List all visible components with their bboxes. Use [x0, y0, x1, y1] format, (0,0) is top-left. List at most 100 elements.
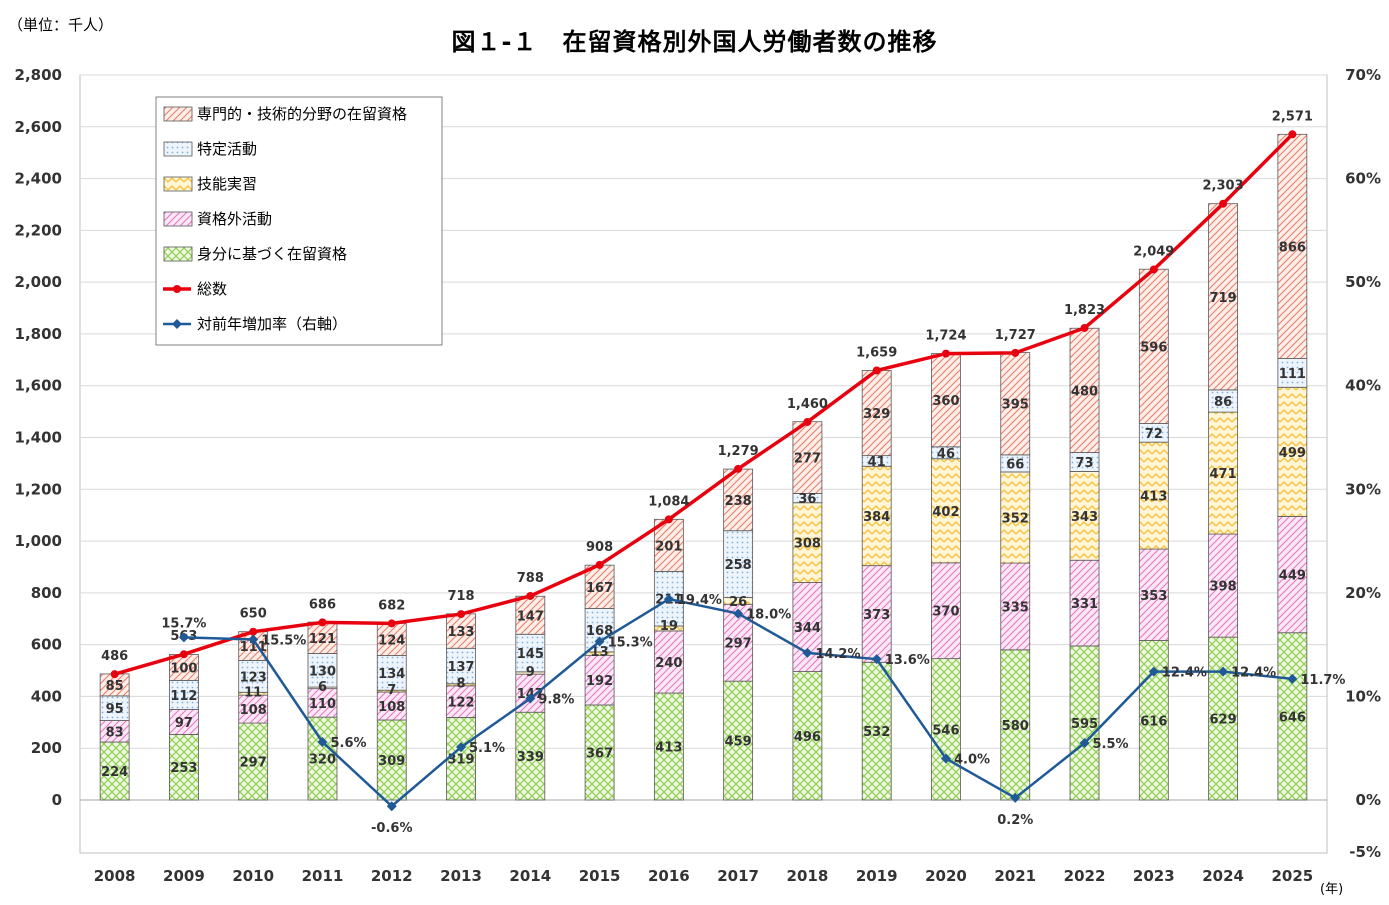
- rate-label: 5.1%: [469, 741, 505, 756]
- x-tick-label: 2009: [163, 867, 205, 885]
- segment-label: 73: [1075, 456, 1093, 471]
- legend-label: 身分に基づく在留資格: [197, 245, 347, 263]
- bar-segment: [1208, 411, 1238, 535]
- total-line-series: 4865636506866827187889081,0841,2791,4601…: [101, 109, 1313, 679]
- segment-label: 616: [1140, 714, 1167, 729]
- total-label: 2,571: [1272, 109, 1313, 124]
- bar-segment: [1277, 133, 1308, 359]
- legend-swatch-red: [163, 106, 193, 122]
- segment-label: 253: [170, 761, 197, 776]
- segment-label: 224: [101, 765, 128, 780]
- total-point: [1288, 130, 1297, 139]
- total-label: 2,303: [1203, 179, 1244, 194]
- rate-label: 11.7%: [1300, 673, 1345, 688]
- total-point: [734, 464, 743, 473]
- segment-label: 258: [725, 558, 752, 573]
- bar-stack: [1000, 352, 1031, 801]
- legend-label: 特定活動: [197, 140, 257, 158]
- legend-label: 専門的・技術的分野の在留資格: [197, 105, 407, 123]
- segment-label: 866: [1279, 240, 1306, 255]
- segment-label: 110: [309, 697, 336, 712]
- y-tick-label: 800: [31, 584, 62, 602]
- segment-label: 459: [725, 735, 752, 750]
- total-label: 1,460: [787, 397, 828, 412]
- segment-label: 145: [517, 647, 544, 662]
- y-axis-right: 70% 60% 50% 40% 30% 20% 10% 0% -5%: [1345, 66, 1381, 861]
- y2-tick-label: 10%: [1345, 687, 1381, 705]
- bar-segment: [515, 633, 546, 673]
- bar-stack: [446, 613, 476, 801]
- segment-label: 320: [309, 753, 336, 768]
- total-label: 1,659: [856, 345, 897, 360]
- legend: 専門的・技術的分野の在留資格特定活動技能実習資格外活動身分に基づく在留資格総数対…: [155, 96, 443, 346]
- x-tick-label: 2021: [994, 867, 1036, 885]
- growth-rate-line-series: 15.7% 15.5% 5.6% -0.6% 5.1% 9.8% 15.3% 19.4% 18.…: [161, 593, 1345, 836]
- bar-segment: [1000, 352, 1031, 456]
- segment-label: 384: [863, 510, 890, 525]
- segment-label: 339: [517, 750, 544, 765]
- bar-segment: [584, 654, 615, 706]
- total-point: [1149, 265, 1158, 274]
- segment-label: 112: [170, 689, 197, 704]
- total-label: 486: [101, 649, 128, 664]
- segment-label: 147: [517, 609, 544, 624]
- segment-label: 343: [1071, 510, 1098, 525]
- bar-segment: [307, 621, 338, 654]
- rate-point: [386, 801, 397, 812]
- x-axis-unit: (年): [1320, 882, 1344, 897]
- bar-segment: [238, 694, 269, 724]
- segment-label: 130: [309, 664, 336, 679]
- bar-segment: [1069, 559, 1100, 647]
- rate-point: [1287, 673, 1298, 684]
- bar-segment: [376, 719, 407, 801]
- rate-point: [178, 632, 189, 643]
- rate-point: [940, 753, 951, 764]
- segment-label: 137: [447, 660, 474, 675]
- y-tick-label: 1,400: [15, 429, 62, 447]
- segment-label: 122: [447, 696, 474, 711]
- y-tick-label: 0: [52, 791, 62, 809]
- chart-title: 図１-１ 在留資格別外国人労働者数の推移: [451, 28, 938, 56]
- total-label: 682: [378, 598, 405, 613]
- bar-segment: [1000, 471, 1031, 564]
- bar-stack: [1069, 327, 1100, 801]
- y-tick-label: 1,600: [15, 377, 62, 395]
- y2-tick-label: 0%: [1356, 791, 1381, 809]
- segment-label: 331: [1071, 597, 1098, 612]
- y-tick-label: 400: [31, 687, 62, 705]
- segment-label: 413: [1140, 490, 1167, 505]
- total-point: [1219, 199, 1228, 208]
- total-point: [1080, 323, 1089, 332]
- bar-stack: [376, 623, 407, 801]
- y-tick-label: 2,400: [15, 170, 62, 188]
- x-tick-label: 2014: [509, 867, 551, 885]
- total-label: 650: [240, 607, 267, 622]
- rate-point: [733, 608, 744, 619]
- rate-label: 15.7%: [161, 616, 206, 631]
- legend-swatch-blue: [163, 141, 193, 157]
- legend-marker: [172, 319, 182, 329]
- segment-label: 134: [378, 667, 405, 682]
- total-point: [457, 610, 466, 619]
- total-label: 788: [517, 571, 544, 586]
- segment-label: 370: [932, 605, 959, 620]
- total-point: [110, 670, 119, 679]
- bar-segment: [792, 671, 823, 801]
- legend-label: 対前年増加率（右軸）: [197, 315, 347, 333]
- y2-tick-label: 60%: [1345, 170, 1381, 188]
- bar-segment: [931, 353, 961, 448]
- segment-label: 353: [1140, 589, 1167, 604]
- y-tick-label: 1,000: [15, 532, 62, 550]
- segment-label: 297: [725, 637, 752, 652]
- bar-segment: [931, 658, 961, 801]
- rate-label: 12.4%: [1162, 666, 1207, 681]
- segment-label: 402: [932, 505, 959, 520]
- segment-label: 532: [863, 725, 890, 740]
- rate-point: [456, 742, 467, 753]
- total-point: [526, 591, 535, 600]
- y-axis-left: 2,800 2,600 2,400 2,200 2,000 1,800 1,600 1,400…: [15, 66, 62, 809]
- segment-label: 72: [1145, 427, 1163, 442]
- bar-segment: [376, 655, 407, 691]
- segment-label: 168: [586, 624, 613, 639]
